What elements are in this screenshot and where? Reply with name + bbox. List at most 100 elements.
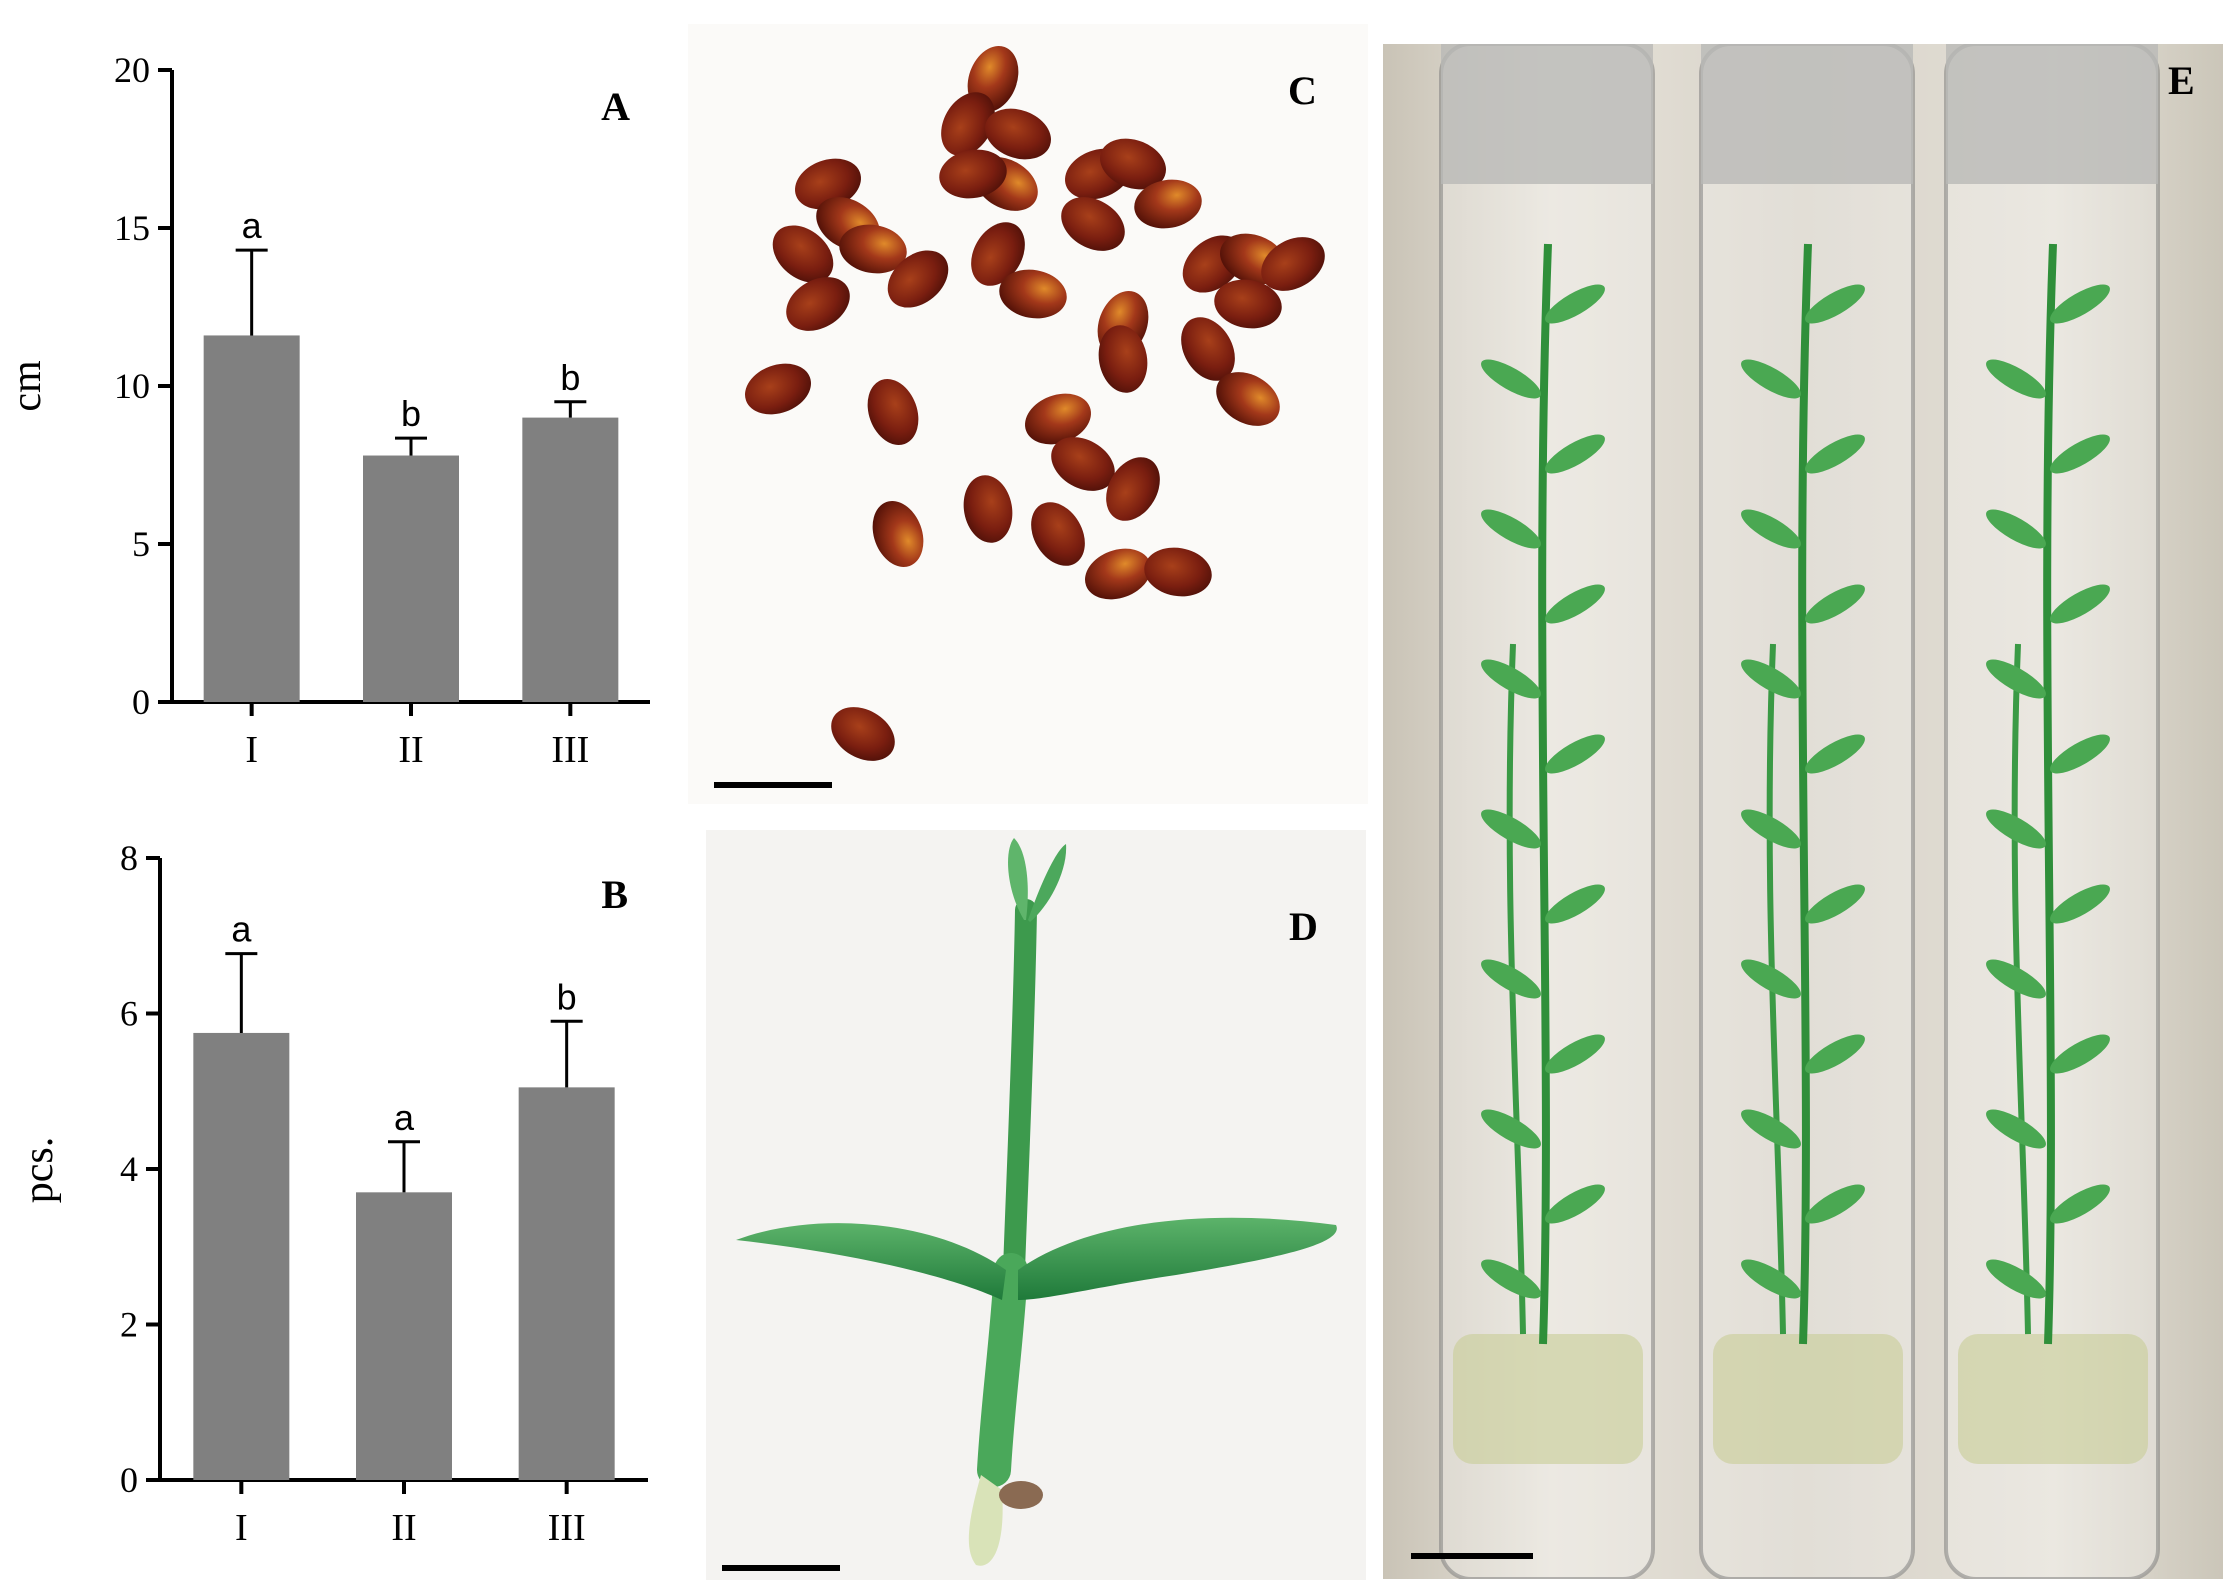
seed: [1134, 179, 1202, 229]
significance-label: b: [557, 976, 577, 1017]
seed: [985, 108, 1051, 160]
plant-stem: [1766, 643, 1786, 1335]
tube-cap: [1441, 44, 1653, 184]
bar: [518, 1087, 615, 1480]
y-tick-label: 6: [120, 994, 138, 1034]
plant-leaf: [1805, 584, 1865, 624]
seed: [1025, 393, 1091, 445]
seed: [1061, 197, 1125, 251]
y-tick-label: 8: [120, 838, 138, 878]
seed: [867, 379, 919, 445]
plant-leaf: [1986, 659, 2046, 699]
chart-b: 0 2 4 6 8 pcs. a Ia II b III B: [16, 838, 648, 1549]
significance-label: a: [231, 909, 252, 950]
seed: [745, 363, 811, 415]
significance-label: b: [560, 357, 580, 398]
x-tick-label: I: [245, 729, 258, 771]
plant-leaf: [1481, 959, 1541, 999]
agar: [1453, 1334, 1643, 1464]
y-tick-label: 0: [132, 682, 150, 722]
plant-leaf: [1805, 1184, 1865, 1224]
significance-label: b: [401, 393, 421, 434]
seed: [999, 269, 1067, 319]
plant-stem: [1506, 643, 1526, 1335]
plant-leaf: [1986, 509, 2046, 549]
x-tick-label: II: [391, 1507, 416, 1549]
seed: [1098, 325, 1148, 393]
y-tick-label: 0: [120, 1460, 138, 1500]
seeds-image: C: [714, 46, 1325, 788]
scale-bar-d: [722, 1565, 840, 1571]
seed: [1031, 502, 1085, 566]
y-tick-label: 10: [114, 366, 150, 406]
plant-leaf: [1545, 284, 1605, 324]
plantlets-image: E: [1411, 44, 2195, 1579]
seed: [971, 222, 1025, 286]
panel-label: A: [601, 84, 630, 129]
seed: [1216, 372, 1280, 426]
seed: [772, 225, 834, 283]
x-tick-label: III: [548, 1507, 586, 1549]
plant-leaf: [1805, 884, 1865, 924]
seed: [1100, 138, 1166, 190]
plant-leaf: [1545, 884, 1605, 924]
bar: [193, 1032, 290, 1480]
bar: [203, 335, 300, 702]
y-axis-label: cm: [4, 360, 50, 412]
plant-leaf: [1986, 809, 2046, 849]
plant-leaf: [2050, 884, 2110, 924]
y-axis-label: pcs.: [16, 1137, 62, 1204]
plant-leaf: [1805, 734, 1865, 774]
seed: [963, 475, 1013, 543]
y-tick-label: 15: [114, 208, 150, 248]
photo-seedling: D: [706, 830, 1366, 1580]
tube-cap: [1946, 44, 2158, 184]
plant-leaf: [1741, 809, 1801, 849]
seed: [872, 501, 924, 567]
seed: [941, 92, 995, 156]
plant-leaf: [1805, 284, 1865, 324]
photo-plantlets: E: [1383, 44, 2223, 1579]
seed: [786, 277, 850, 331]
scale-bar-c: [714, 782, 832, 788]
plant-leaf: [2050, 734, 2110, 774]
plant-leaf: [1741, 1109, 1801, 1149]
y-tick-label: 20: [114, 50, 150, 90]
plant-leaf: [1805, 1034, 1865, 1074]
bar: [356, 1192, 452, 1480]
seed: [831, 707, 895, 761]
plant-leaf: [1481, 1109, 1541, 1149]
plant-leaf: [2050, 1184, 2110, 1224]
plant-leaf: [1986, 359, 2046, 399]
plant-leaf: [1545, 1034, 1605, 1074]
seed: [1051, 437, 1115, 491]
plant-leaf: [2050, 434, 2110, 474]
plant-stem: [1538, 243, 1552, 1345]
seed: [887, 250, 949, 308]
plant-stem: [2011, 643, 2031, 1335]
x-tick-label: III: [551, 729, 589, 771]
plant-leaf: [1986, 1259, 2046, 1299]
plant-leaf: [1545, 434, 1605, 474]
plant-leaf: [1481, 509, 1541, 549]
seedling-image: D: [722, 838, 1337, 1571]
seed: [1214, 279, 1282, 329]
y-tick-label: 2: [120, 1305, 138, 1345]
seed: [1106, 457, 1160, 521]
plant-leaf: [1741, 509, 1801, 549]
chart-a: 0 5 10 15 20 cm a Ib II b III A: [4, 50, 650, 771]
tube-cap: [1701, 44, 1913, 184]
significance-label: a: [394, 1097, 415, 1138]
seed: [939, 149, 1007, 199]
significance-label: a: [242, 205, 263, 246]
plant-leaf: [1545, 734, 1605, 774]
photo-label-c: C: [1288, 68, 1317, 113]
bar: [522, 417, 619, 702]
agar: [1958, 1334, 2148, 1464]
plant-leaf: [2050, 584, 2110, 624]
plant-leaf: [1481, 359, 1541, 399]
plant-leaf: [1481, 659, 1541, 699]
plant-leaf: [1741, 959, 1801, 999]
scale-bar-e: [1411, 1553, 1533, 1559]
plant-leaf: [1741, 1259, 1801, 1299]
